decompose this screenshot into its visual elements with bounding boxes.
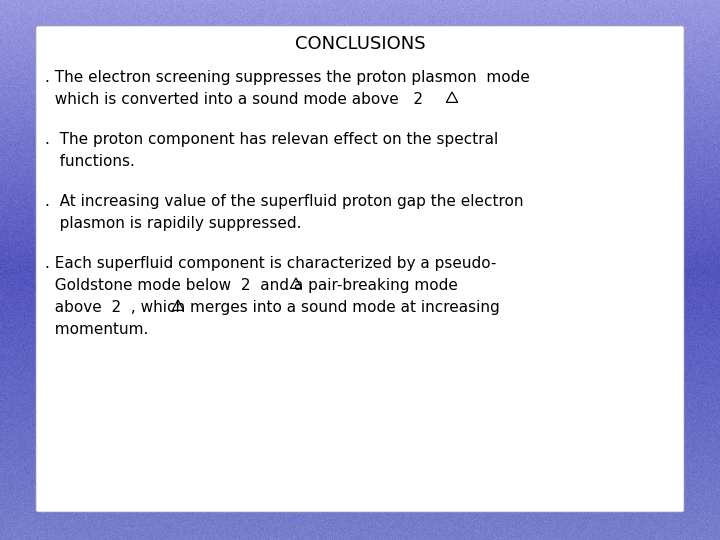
- Text: .  The proton component has relevan effect on the spectral: . The proton component has relevan effec…: [45, 132, 498, 147]
- Text: Goldstone mode below  2  and a pair-breaking mode: Goldstone mode below 2 and a pair-breaki…: [45, 278, 458, 293]
- Text: . Each superfluid component is characterized by a pseudo-: . Each superfluid component is character…: [45, 256, 496, 271]
- Text: . The electron screening suppresses the proton plasmon  mode: . The electron screening suppresses the …: [45, 70, 530, 85]
- Text: CONCLUSIONS: CONCLUSIONS: [294, 35, 426, 53]
- Text: momentum.: momentum.: [45, 322, 148, 337]
- Text: which is converted into a sound mode above   2: which is converted into a sound mode abo…: [45, 92, 423, 107]
- Text: .  At increasing value of the superfluid proton gap the electron: . At increasing value of the superfluid …: [45, 194, 523, 209]
- Text: above  2  , which merges into a sound mode at increasing: above 2 , which merges into a sound mode…: [45, 300, 500, 315]
- Text: plasmon is rapidily suppressed.: plasmon is rapidily suppressed.: [45, 216, 302, 231]
- FancyBboxPatch shape: [36, 26, 684, 512]
- Text: functions.: functions.: [45, 154, 135, 169]
